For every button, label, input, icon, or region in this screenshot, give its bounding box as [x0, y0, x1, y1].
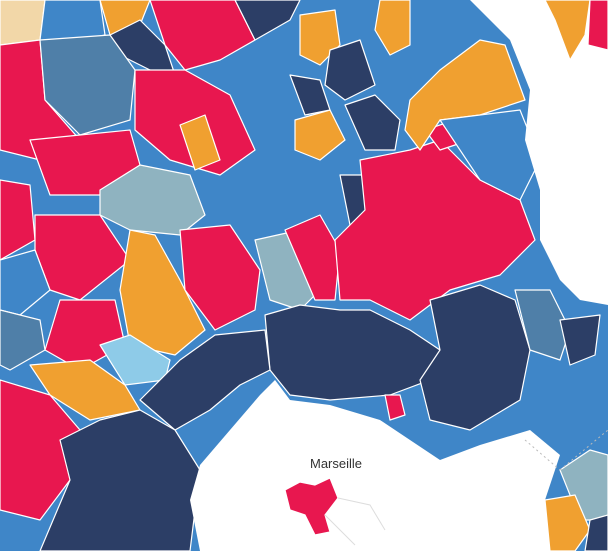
region — [559, 314, 601, 366]
region — [234, 0, 301, 41]
region — [544, 0, 591, 61]
region — [384, 394, 406, 421]
sea — [470, 0, 608, 305]
region — [344, 94, 401, 151]
region — [0, 0, 46, 46]
border-line — [324, 497, 386, 546]
region — [374, 0, 411, 56]
region — [324, 39, 376, 101]
region — [39, 34, 136, 136]
region — [139, 329, 271, 431]
sea — [190, 380, 560, 551]
region — [544, 494, 591, 551]
region — [587, 0, 608, 51]
region — [0, 249, 51, 316]
region — [119, 229, 206, 356]
region — [289, 74, 331, 116]
region — [419, 284, 531, 431]
city-label: Marseille — [310, 456, 362, 471]
region — [179, 224, 261, 331]
region — [99, 334, 171, 386]
region — [584, 514, 608, 551]
region — [179, 114, 221, 171]
region — [99, 164, 206, 236]
region — [149, 0, 256, 71]
border-line — [524, 429, 608, 471]
region — [404, 39, 526, 151]
region — [0, 309, 46, 371]
